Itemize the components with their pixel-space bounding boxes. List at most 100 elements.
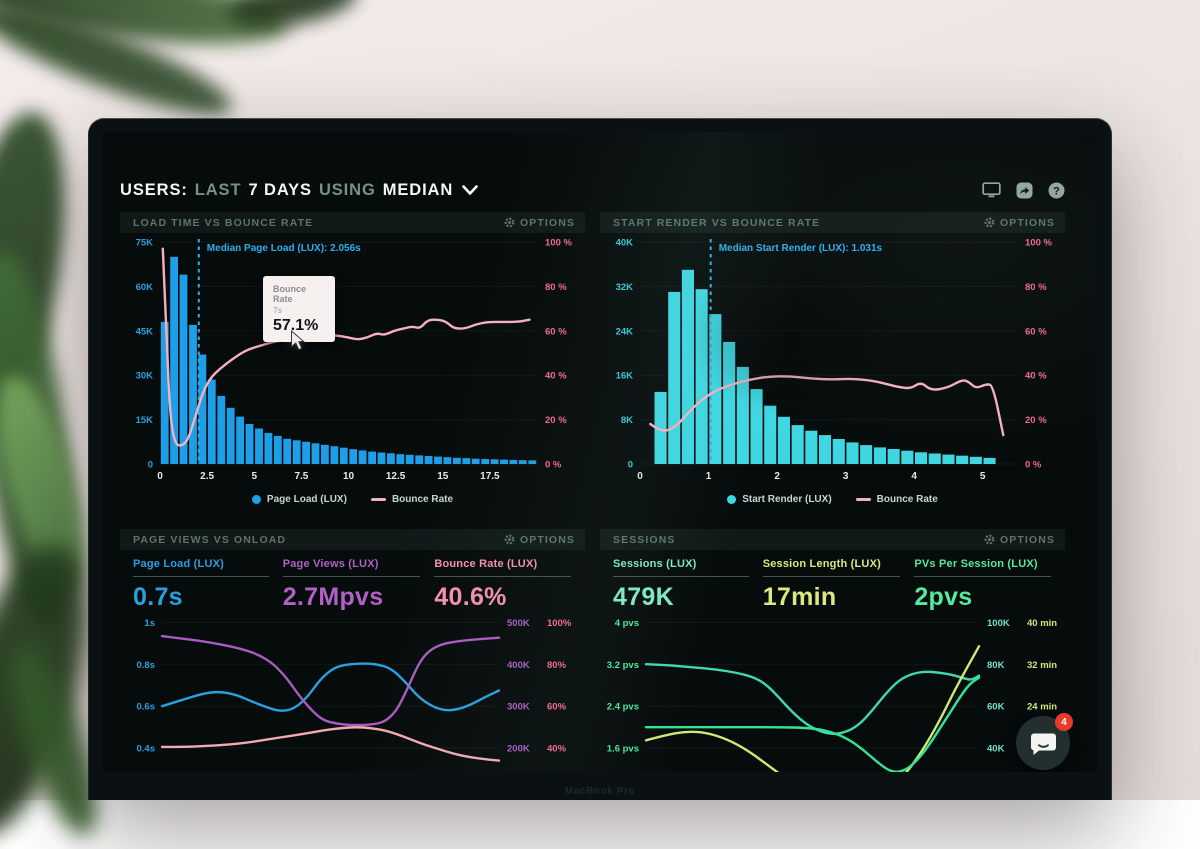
legend-item[interactable]: Bounce Rate [371, 494, 453, 505]
svg-text:15K: 15K [136, 415, 154, 426]
metric-value: 479K [613, 583, 749, 612]
legend-item[interactable]: Page Load (LUX) [252, 494, 347, 505]
plant-leaf [0, 103, 86, 446]
options-button[interactable]: OPTIONS [984, 217, 1055, 229]
series-dot [727, 495, 736, 504]
panel-title: SESSIONS [613, 534, 675, 546]
svg-text:Median Start Render (LUX): 1.0: Median Start Render (LUX): 1.031s [719, 243, 883, 254]
chart-legend: Page Load (LUX) Bounce Rate [120, 489, 585, 509]
svg-text:40 %: 40 % [1025, 371, 1047, 382]
metric-value: 2pvs [914, 583, 1051, 612]
display-icon[interactable] [982, 182, 1001, 198]
metric-sessions[interactable]: Sessions (LUX) 479K [613, 558, 749, 612]
macbook-pro-label: MacBook Pro [88, 786, 1112, 797]
panel-title: LOAD TIME VS BOUNCE RATE [133, 217, 313, 229]
svg-text:0.4s: 0.4s [137, 744, 156, 755]
page-views-chart[interactable]: 1s0.8s0.6s0.4s500K400K300K200K100%80%60%… [120, 616, 585, 772]
laptop-bezel: USERS: LAST 7 DAYS USING MEDIAN ? [88, 118, 1112, 800]
metric-row: Page Load (LUX) 0.7s Page Views (LUX) 2.… [120, 550, 585, 612]
svg-text:400K: 400K [507, 660, 530, 671]
plant-leaf [0, 0, 293, 58]
metric-row: Sessions (LUX) 479K Session Length (LUX)… [600, 550, 1065, 612]
gear-icon [504, 217, 515, 228]
svg-text:5: 5 [252, 471, 258, 482]
svg-text:2.5: 2.5 [200, 471, 214, 482]
svg-text:0 %: 0 % [545, 460, 562, 471]
help-icon[interactable]: ? [1048, 182, 1065, 199]
svg-text:60 %: 60 % [1025, 326, 1047, 337]
svg-text:40 min: 40 min [1027, 618, 1057, 629]
options-button[interactable]: OPTIONS [984, 534, 1055, 546]
plant-leaf [0, 247, 89, 634]
svg-text:100 %: 100 % [545, 238, 572, 249]
svg-text:3.2 pvs: 3.2 pvs [607, 660, 639, 671]
svg-text:200K: 200K [507, 744, 530, 755]
svg-text:0.8s: 0.8s [137, 660, 156, 671]
series-line [371, 498, 386, 501]
page-title: USERS: LAST 7 DAYS USING MEDIAN [120, 181, 478, 200]
svg-text:32K: 32K [616, 282, 634, 293]
svg-text:0 %: 0 % [1025, 460, 1042, 471]
panel-title: START RENDER VS BOUNCE RATE [613, 217, 820, 229]
metric-value: 2.7Mpvs [283, 583, 421, 612]
panel-header: PAGE VIEWS VS ONLOAD OPTIONS [120, 529, 585, 550]
svg-text:32 min: 32 min [1027, 660, 1057, 671]
metric-pvs-per-session[interactable]: PVs Per Session (LUX) 2pvs [914, 558, 1051, 612]
metric-bounce-rate[interactable]: Bounce Rate (LUX) 40.6% [434, 558, 571, 612]
chevron-down-icon[interactable] [462, 185, 478, 196]
svg-text:4 pvs: 4 pvs [615, 618, 639, 629]
laptop-screen: USERS: LAST 7 DAYS USING MEDIAN ? [103, 132, 1097, 772]
svg-text:7.5: 7.5 [294, 471, 308, 482]
svg-text:60K: 60K [136, 282, 154, 293]
metric-value: 17min [763, 583, 901, 612]
svg-text:75K: 75K [136, 238, 154, 249]
panel-page-views-vs-onload: PAGE VIEWS VS ONLOAD OPTIONS Page Load (… [120, 529, 585, 772]
panel-header: LOAD TIME VS BOUNCE RATE OPTIONS [120, 212, 585, 233]
svg-text:100K: 100K [987, 618, 1010, 629]
svg-text:20 %: 20 % [1025, 415, 1047, 426]
svg-text:1: 1 [706, 471, 712, 482]
options-button[interactable]: OPTIONS [504, 534, 575, 546]
chat-bubble-icon [1030, 730, 1057, 756]
svg-text:100%: 100% [547, 618, 572, 629]
svg-text:3: 3 [843, 471, 849, 482]
svg-text:1s: 1s [144, 618, 155, 629]
svg-text:80%: 80% [547, 660, 567, 671]
chart-legend: Start Render (LUX) Bounce Rate [600, 489, 1065, 509]
chat-launcher-button[interactable]: 4 [1016, 716, 1070, 770]
svg-text:60 %: 60 % [545, 326, 567, 337]
svg-text:?: ? [1053, 185, 1060, 197]
svg-text:24 min: 24 min [1027, 702, 1057, 713]
title-segment: MEDIAN [383, 181, 453, 200]
svg-text:0: 0 [637, 471, 643, 482]
svg-text:20 %: 20 % [545, 415, 567, 426]
svg-text:24K: 24K [616, 326, 634, 337]
gear-icon [504, 534, 515, 545]
notification-badge: 4 [1055, 713, 1073, 731]
metric-session-length[interactable]: Session Length (LUX) 17min [763, 558, 901, 612]
options-button[interactable]: OPTIONS [504, 217, 575, 229]
panel-header: SESSIONS OPTIONS [600, 529, 1065, 550]
gear-icon [984, 534, 995, 545]
header-toolbar: ? [982, 182, 1065, 199]
gear-icon [984, 217, 995, 228]
svg-text:60%: 60% [547, 702, 567, 713]
legend-item[interactable]: Bounce Rate [856, 494, 938, 505]
legend-item[interactable]: Start Render (LUX) [727, 494, 831, 505]
share-icon[interactable] [1016, 182, 1033, 199]
svg-text:17.5: 17.5 [480, 471, 500, 482]
svg-text:4: 4 [911, 471, 917, 482]
title-segment: 7 DAYS [248, 181, 312, 200]
metric-page-load[interactable]: Page Load (LUX) 0.7s [133, 558, 269, 612]
svg-text:10: 10 [343, 471, 355, 482]
svg-text:5: 5 [980, 471, 986, 482]
metric-page-views[interactable]: Page Views (LUX) 2.7Mpvs [283, 558, 421, 612]
svg-text:0.6s: 0.6s [137, 702, 156, 713]
svg-text:2: 2 [774, 471, 780, 482]
metric-value: 0.7s [133, 583, 269, 612]
